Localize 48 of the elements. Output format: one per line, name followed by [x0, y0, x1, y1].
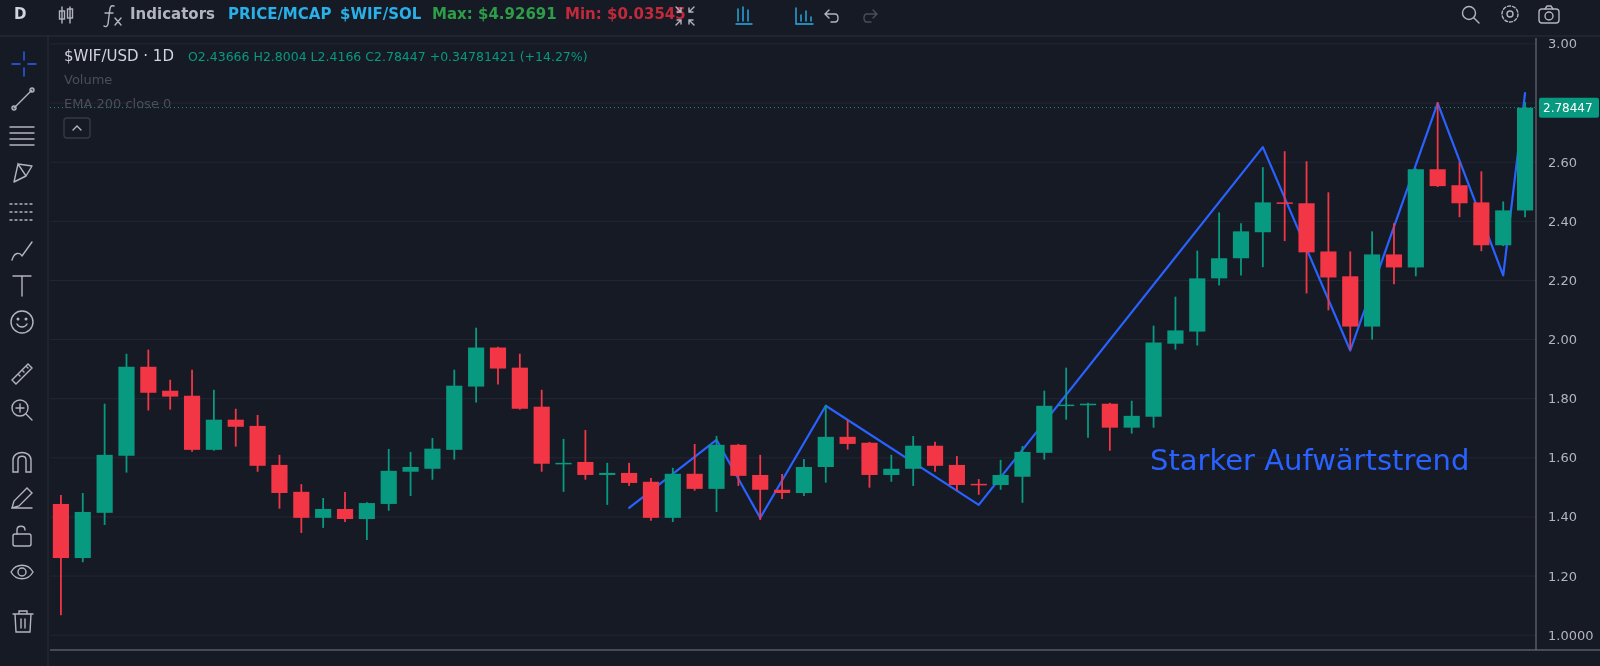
text: Indicators	[130, 5, 216, 23]
candlestick	[402, 451, 419, 496]
candlestick	[577, 430, 594, 480]
candlestick	[1101, 402, 1118, 451]
candlestick	[992, 459, 1009, 490]
candlestick	[1167, 296, 1184, 350]
candlestick	[1123, 400, 1140, 434]
y-tick-label: 2.40	[1548, 213, 1577, 229]
candlestick	[883, 454, 900, 482]
text: $WIF/USD · 1D	[64, 47, 174, 65]
candlestick	[424, 438, 441, 480]
candlestick	[1211, 212, 1228, 286]
candlestick	[839, 419, 856, 450]
y-tick-label: 1.60	[1548, 450, 1577, 466]
candlestick	[227, 408, 244, 447]
y-tick-label: 3.00	[1548, 36, 1577, 52]
text: O2.43666 H2.8004 L2.4166 C2.78447 +0.34781421 (+14.27%)	[188, 49, 588, 64]
candlestick	[1451, 162, 1468, 218]
candlestick	[752, 454, 769, 520]
y-tick-label: 1.40	[1548, 509, 1577, 525]
y-tick-label: 1.80	[1548, 391, 1577, 407]
text: PRICE/MCAP	[228, 5, 332, 23]
candlestick	[489, 346, 507, 385]
y-tick-label: 2.20	[1548, 272, 1577, 288]
y-tick-label: 2.00	[1548, 332, 1577, 348]
y-tick-label: 1.0000	[1548, 627, 1594, 643]
candlestick	[926, 441, 944, 472]
text: D	[14, 5, 27, 23]
candlestick	[621, 462, 638, 486]
ref-line-label: 2.78447	[1543, 101, 1593, 116]
candlestick	[948, 456, 965, 491]
text: Min: $0.03545	[565, 5, 686, 23]
candlestick	[1385, 223, 1403, 285]
candlestick	[686, 443, 703, 491]
candlestick	[336, 492, 354, 522]
y-tick-label: 2.60	[1548, 154, 1577, 170]
annotation: Starker Aufwärtstrend	[1150, 443, 1470, 477]
candlestick	[773, 474, 791, 499]
candlestick	[1276, 151, 1293, 242]
text: $WIF/SOL	[340, 5, 422, 23]
candlestick	[358, 502, 375, 541]
y-tick-label: 1.20	[1548, 568, 1577, 584]
text: Max: $4.92691	[432, 5, 557, 23]
candlestick	[905, 435, 922, 486]
candlestick	[162, 379, 179, 410]
candlestick	[599, 462, 616, 505]
candlestick	[315, 498, 332, 528]
candlestick	[1429, 102, 1446, 188]
